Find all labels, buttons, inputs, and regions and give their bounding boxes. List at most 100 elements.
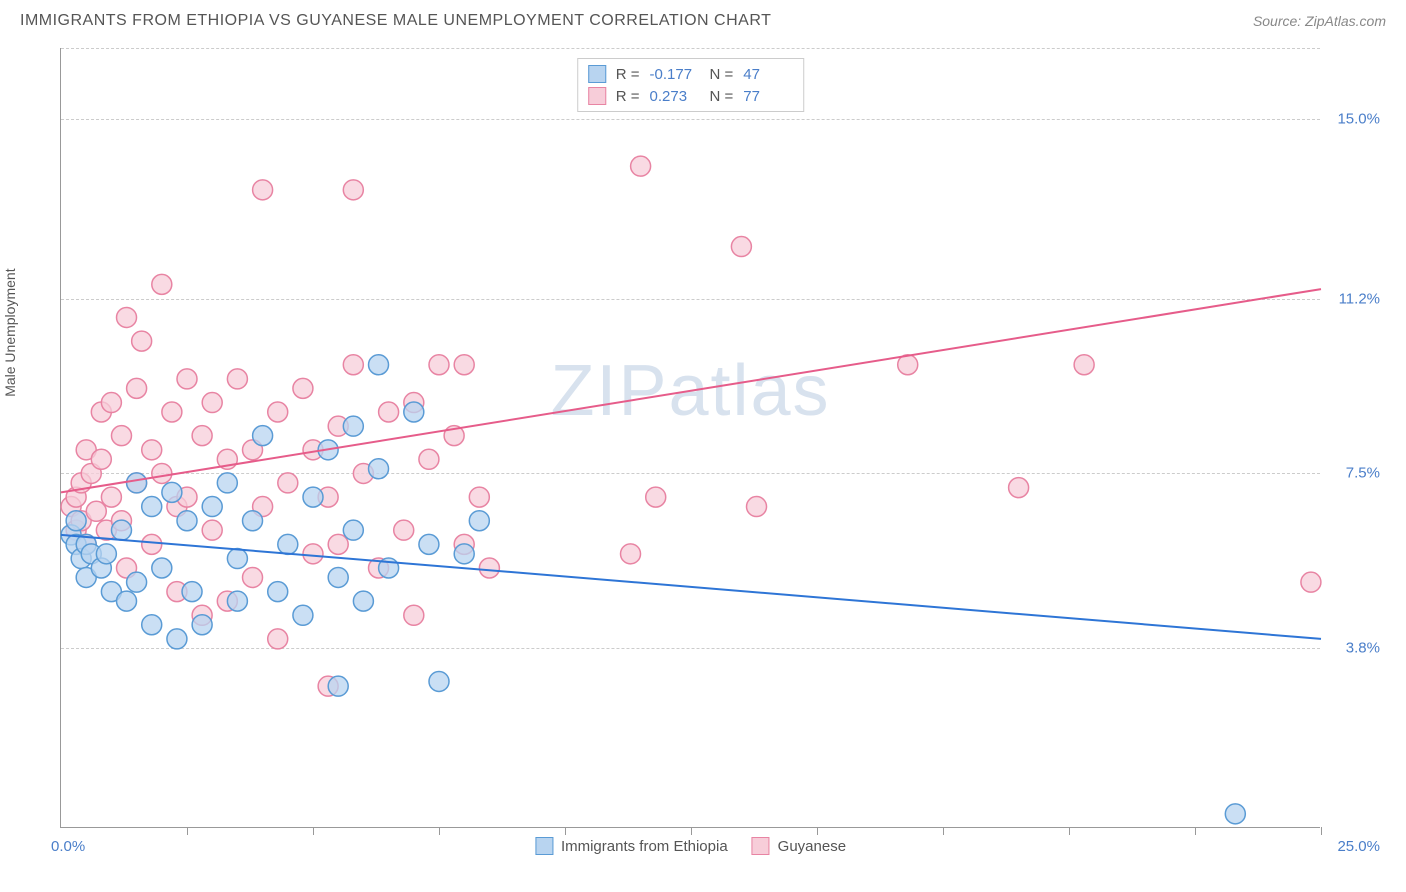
data-point	[142, 497, 162, 517]
data-point	[369, 355, 389, 375]
data-point	[101, 393, 121, 413]
x-tick	[691, 827, 692, 835]
data-point	[227, 591, 247, 611]
legend-label-1: Immigrants from Ethiopia	[561, 838, 728, 855]
data-point	[278, 534, 298, 554]
data-point	[91, 449, 111, 469]
data-point	[101, 487, 121, 507]
data-point	[328, 567, 348, 587]
data-point	[469, 487, 489, 507]
data-point	[182, 582, 202, 602]
data-point	[192, 615, 212, 635]
data-point	[202, 497, 222, 517]
x-tick	[439, 827, 440, 835]
swatch-series-2	[752, 837, 770, 855]
data-point	[303, 544, 323, 564]
scatter-plot-svg	[61, 48, 1320, 827]
data-point	[86, 501, 106, 521]
stats-r-value-1: -0.177	[650, 66, 700, 83]
data-point	[111, 426, 131, 446]
data-point	[142, 534, 162, 554]
x-tick	[1195, 827, 1196, 835]
data-point	[404, 402, 424, 422]
data-point	[192, 426, 212, 446]
y-tick-label: 15.0%	[1337, 110, 1380, 127]
data-point	[268, 629, 288, 649]
data-point	[1301, 572, 1321, 592]
data-point	[1225, 804, 1245, 824]
data-point	[353, 591, 373, 611]
stats-n-value-1: 47	[743, 66, 793, 83]
y-tick-label: 7.5%	[1346, 465, 1380, 482]
data-point	[227, 549, 247, 569]
data-point	[1074, 355, 1094, 375]
data-point	[394, 520, 414, 540]
data-point	[152, 463, 172, 483]
x-tick	[1069, 827, 1070, 835]
data-point	[343, 180, 363, 200]
data-point	[646, 487, 666, 507]
data-point	[731, 237, 751, 257]
x-tick	[313, 827, 314, 835]
data-point	[328, 534, 348, 554]
data-point	[404, 605, 424, 625]
data-point	[419, 534, 439, 554]
data-point	[293, 378, 313, 398]
data-point	[631, 156, 651, 176]
swatch-series-2	[588, 87, 606, 105]
data-point	[127, 378, 147, 398]
data-point	[429, 355, 449, 375]
data-point	[142, 615, 162, 635]
x-tick	[1321, 827, 1322, 835]
data-point	[253, 180, 273, 200]
data-point	[268, 582, 288, 602]
data-point	[152, 558, 172, 578]
data-point	[454, 355, 474, 375]
data-point	[142, 440, 162, 460]
stats-n-label: N =	[710, 66, 734, 83]
data-point	[343, 355, 363, 375]
data-point	[621, 544, 641, 564]
data-point	[162, 482, 182, 502]
stats-row-series-2: R = 0.273 N = 77	[588, 85, 794, 107]
x-tick	[187, 827, 188, 835]
data-point	[127, 572, 147, 592]
stats-r-label: R =	[616, 66, 640, 83]
stats-n-label: N =	[710, 88, 734, 105]
data-point	[227, 369, 247, 389]
stats-row-series-1: R = -0.177 N = 47	[588, 63, 794, 85]
data-point	[479, 558, 499, 578]
data-point	[202, 520, 222, 540]
data-point	[243, 567, 263, 587]
chart-container: Male Unemployment ZIPatlas 3.8%7.5%11.2%…	[20, 38, 1386, 868]
data-point	[303, 487, 323, 507]
source-label: Source: ZipAtlas.com	[1253, 13, 1386, 29]
data-point	[469, 511, 489, 531]
data-point	[66, 511, 86, 531]
x-tick	[565, 827, 566, 835]
data-point	[268, 402, 288, 422]
data-point	[111, 520, 131, 540]
data-point	[127, 473, 147, 493]
legend-item-2: Guyanese	[752, 837, 846, 855]
chart-title: IMMIGRANTS FROM ETHIOPIA VS GUYANESE MAL…	[20, 12, 771, 30]
header: IMMIGRANTS FROM ETHIOPIA VS GUYANESE MAL…	[0, 0, 1406, 38]
x-tick	[943, 827, 944, 835]
data-point	[293, 605, 313, 625]
data-point	[328, 676, 348, 696]
legend-label-2: Guyanese	[778, 838, 846, 855]
data-point	[177, 369, 197, 389]
data-point	[747, 497, 767, 517]
data-point	[152, 274, 172, 294]
swatch-series-1	[588, 65, 606, 83]
y-tick-label: 11.2%	[1339, 290, 1380, 307]
data-point	[243, 511, 263, 531]
legend-item-1: Immigrants from Ethiopia	[535, 837, 728, 855]
data-point	[117, 591, 137, 611]
data-point	[454, 544, 474, 564]
data-point	[1009, 478, 1029, 498]
stats-n-value-2: 77	[743, 88, 793, 105]
x-axis-end-label: 25.0%	[1337, 838, 1380, 855]
stats-r-value-2: 0.273	[650, 88, 700, 105]
y-axis-label: Male Unemployment	[2, 268, 18, 396]
